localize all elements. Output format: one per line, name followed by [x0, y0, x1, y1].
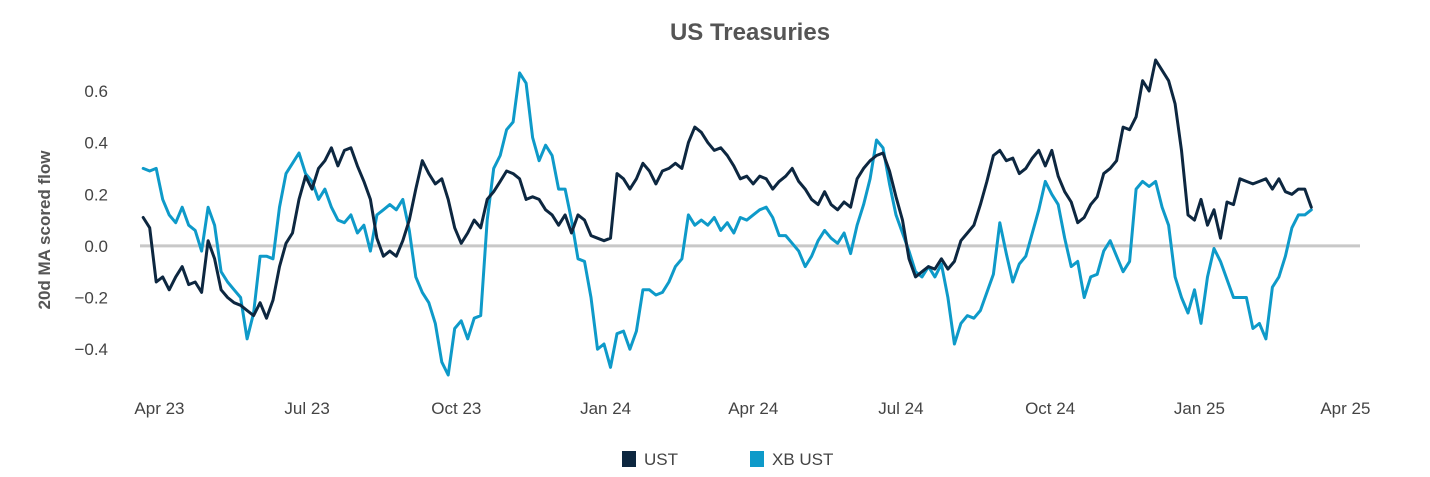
x-tick-label: Apr 24: [728, 399, 778, 418]
x-tick-label: Apr 23: [134, 399, 184, 418]
y-tick-label: 0.0: [84, 237, 108, 256]
x-tick-label: Oct 24: [1025, 399, 1075, 418]
x-tick-label: Oct 23: [431, 399, 481, 418]
y-tick-labels: 0.6 0.4 0.2 0.0 −0.2 −0.4: [74, 82, 108, 359]
legend-swatch-xb-ust: [750, 451, 764, 467]
y-tick-label: −0.2: [74, 289, 108, 308]
y-axis-label: 20d MA scored flow: [35, 150, 54, 310]
legend-label-ust: UST: [644, 450, 678, 469]
x-tick-labels: Apr 23 Jul 23 Oct 23 Jan 24 Apr 24 Jul 24 Oct …: [134, 399, 1370, 418]
legend-label-xb-ust: XB UST: [772, 450, 833, 469]
y-tick-label: 0.6: [84, 82, 108, 101]
x-tick-label: Apr 25: [1320, 399, 1370, 418]
chart-title: US Treasuries: [670, 19, 830, 46]
x-tick-label: Jul 24: [878, 399, 923, 418]
y-tick-label: 0.2: [84, 185, 108, 204]
legend: UST XB UST: [622, 450, 833, 469]
legend-swatch-ust: [622, 451, 636, 467]
y-tick-label: −0.4: [74, 340, 108, 359]
series-line-ust: [141, 58, 1313, 320]
x-tick-label: Jul 23: [284, 399, 329, 418]
x-tick-label: Jan 25: [1174, 399, 1225, 418]
y-tick-label: 0.4: [84, 134, 108, 153]
x-tick-label: Jan 24: [580, 399, 631, 418]
series-layer: [141, 58, 1313, 377]
series-line-xb-ust: [141, 71, 1313, 377]
